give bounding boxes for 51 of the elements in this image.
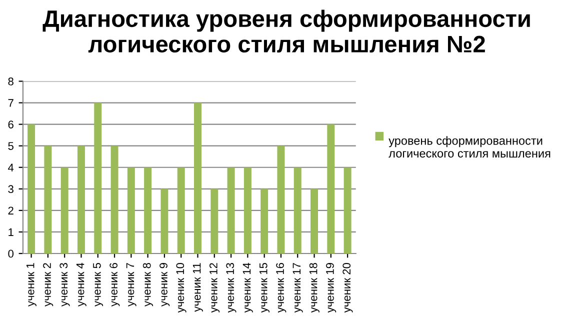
x-tick-label: ученик 16	[276, 263, 286, 313]
y-tick-label: 1	[8, 228, 14, 236]
x-tick-label: ученик 8	[142, 263, 153, 306]
x-tick-label: ученик 13	[226, 263, 236, 313]
bar	[344, 167, 352, 254]
x-tick-label: ученик 1	[26, 263, 36, 306]
chart-title: Диагностика уровеня сформированности логического стиля мышления №2	[42, 10, 530, 53]
x-tick-label: ученик 17	[292, 263, 303, 313]
bar	[28, 124, 36, 254]
y-tick-label: 5	[8, 142, 14, 150]
bar	[77, 146, 85, 254]
x-tick-label: ученик 4	[76, 262, 86, 306]
x-tick-label: ученик 18	[309, 263, 320, 313]
x-tick-label: ученик 14	[242, 262, 253, 313]
bar	[244, 167, 252, 254]
bar	[94, 102, 102, 254]
bar	[110, 146, 118, 254]
bar	[260, 188, 268, 254]
x-tick-label: ученик 3	[60, 263, 70, 306]
x-tick-label: ученик 15	[260, 262, 270, 313]
bar	[44, 146, 52, 254]
bar	[127, 167, 135, 254]
bar	[310, 188, 318, 254]
bar	[144, 167, 152, 254]
x-tick-label: ученик 19	[326, 263, 336, 313]
y-tick-label: 0	[8, 250, 14, 258]
x-tick-label: ученик 12	[210, 263, 220, 313]
bar	[327, 124, 335, 254]
x-tick-label: ученик 6	[110, 263, 120, 306]
bar	[60, 167, 68, 254]
x-tick-label: ученик 11	[192, 263, 203, 312]
y-tick-label: 7	[8, 99, 14, 107]
bar	[194, 102, 202, 254]
bar	[227, 167, 235, 254]
y-tick-label: 4	[8, 164, 14, 172]
bar	[277, 146, 285, 254]
x-tick-label: ученик 5	[93, 262, 104, 306]
x-tick-label: ученик 9	[160, 263, 170, 306]
x-tick-label: ученик 7	[126, 263, 136, 306]
bar	[210, 188, 218, 254]
y-tick-label: 3	[8, 185, 14, 194]
x-tick-label: ученик 10	[176, 262, 186, 313]
y-tick-label: 8	[8, 78, 14, 86]
bar	[294, 167, 302, 254]
y-tick-label: 2	[8, 206, 14, 214]
bar	[177, 167, 185, 254]
bar	[160, 188, 168, 254]
x-tick-label: ученик 20	[342, 262, 353, 313]
legend-label: уровень сформированности логического стиля мышления	[388, 136, 550, 158]
y-tick-label: 6	[8, 120, 14, 128]
x-tick-label: ученик 2	[43, 263, 54, 306]
